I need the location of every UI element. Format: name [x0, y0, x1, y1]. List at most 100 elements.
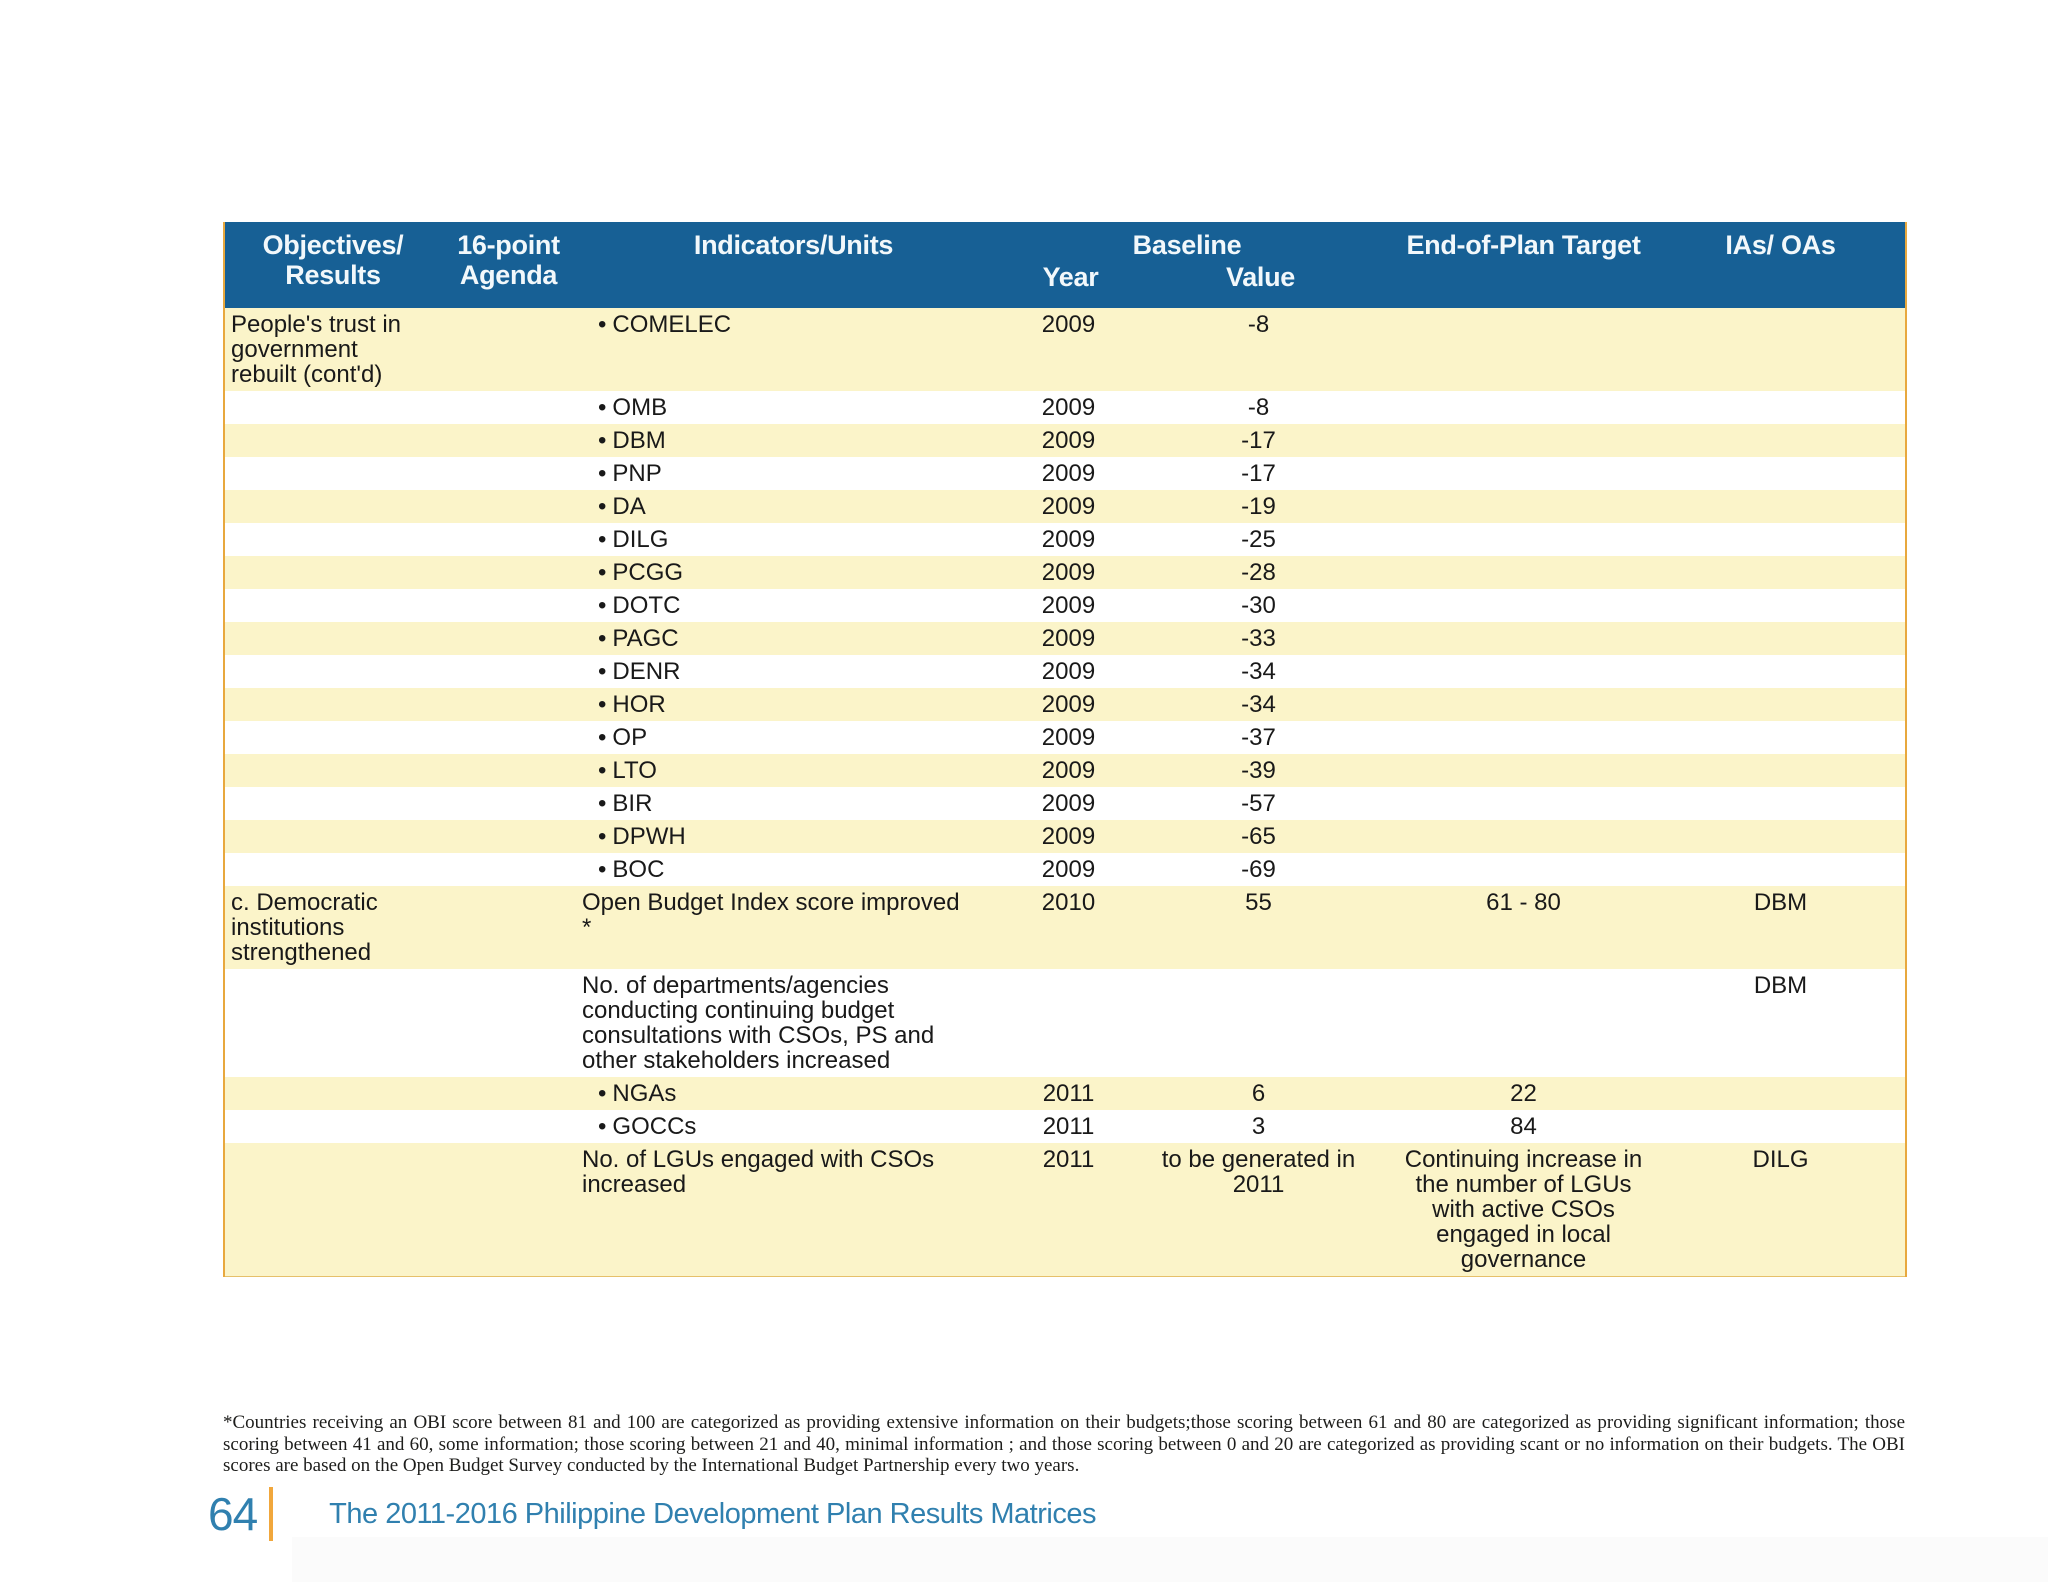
value-cell: -8	[1126, 391, 1391, 424]
objective-cell	[224, 787, 441, 820]
agenda-cell	[441, 787, 576, 820]
target-cell: 84	[1391, 1110, 1656, 1143]
objective-cell	[224, 490, 441, 523]
table-row: • DPWH 2009 -65	[224, 820, 1906, 853]
target-cell	[1391, 523, 1656, 556]
value-cell: -57	[1126, 787, 1391, 820]
indicator-cell: • PNP	[576, 457, 1011, 490]
bullet-icon: •	[598, 790, 607, 817]
target-cell: 61 - 80	[1391, 886, 1656, 969]
objective-cell	[224, 523, 441, 556]
bullet-icon: •	[598, 427, 607, 454]
ias-cell	[1656, 688, 1906, 721]
target-cell	[1391, 622, 1656, 655]
target-cell	[1391, 308, 1656, 391]
agenda-cell	[441, 1110, 576, 1143]
table-row: • NGAs 2011 6 22	[224, 1077, 1906, 1110]
bullet-icon: •	[598, 559, 607, 586]
year-cell: 2011	[1011, 1077, 1126, 1110]
target-cell	[1391, 754, 1656, 787]
agenda-cell	[441, 556, 576, 589]
header-end-of-plan-target: End-of-Plan Target	[1391, 222, 1656, 308]
target-cell	[1391, 589, 1656, 622]
value-cell: -25	[1126, 523, 1391, 556]
agenda-cell	[441, 754, 576, 787]
agenda-cell	[441, 969, 576, 1077]
target-cell: Continuing increase in the number of LGU…	[1391, 1143, 1656, 1277]
ias-cell: DBM	[1656, 886, 1906, 969]
target-cell	[1391, 820, 1656, 853]
table-row: • BIR 2009 -57	[224, 787, 1906, 820]
objective-cell: c. Democratic institutions strengthened	[224, 886, 441, 969]
year-cell: 2009	[1011, 308, 1126, 391]
indicator-cell: • HOR	[576, 688, 1011, 721]
value-cell: to be generated in 2011	[1126, 1143, 1391, 1277]
table-row: • PCGG 2009 -28	[224, 556, 1906, 589]
ias-cell	[1656, 490, 1906, 523]
objective-cell	[224, 969, 441, 1077]
year-cell	[1011, 969, 1126, 1077]
year-cell: 2009	[1011, 787, 1126, 820]
ias-cell	[1656, 1110, 1906, 1143]
ias-cell	[1656, 424, 1906, 457]
year-cell: 2009	[1011, 391, 1126, 424]
indicator-cell: Open Budget Index score improved *	[576, 886, 1011, 969]
indicator-cell: • DENR	[576, 655, 1011, 688]
value-cell: -39	[1126, 754, 1391, 787]
bullet-icon: •	[598, 1113, 607, 1140]
agenda-cell	[441, 523, 576, 556]
table-row: • BOC 2009 -69	[224, 853, 1906, 886]
agenda-cell	[441, 391, 576, 424]
ias-cell	[1656, 655, 1906, 688]
objective-cell	[224, 424, 441, 457]
year-cell: 2009	[1011, 589, 1126, 622]
ias-cell	[1656, 754, 1906, 787]
bullet-icon: •	[598, 658, 607, 685]
target-cell	[1391, 721, 1656, 754]
objective-cell	[224, 721, 441, 754]
bullet-icon: •	[598, 311, 607, 338]
indicator-cell: • OMB	[576, 391, 1011, 424]
year-cell: 2009	[1011, 853, 1126, 886]
year-cell: 2009	[1011, 655, 1126, 688]
indicator-cell: • DBM	[576, 424, 1011, 457]
objective-cell	[224, 622, 441, 655]
ias-cell	[1656, 853, 1906, 886]
agenda-cell	[441, 853, 576, 886]
year-cell: 2009	[1011, 622, 1126, 655]
header-objectives-results: Objectives/ Results	[224, 222, 441, 308]
indicator-cell: • COMELEC	[576, 308, 1011, 391]
indicator-cell: • PCGG	[576, 556, 1011, 589]
objective-cell	[224, 754, 441, 787]
bullet-icon: •	[598, 625, 607, 652]
page-number: 64	[208, 1488, 258, 1540]
target-cell: 22	[1391, 1077, 1656, 1110]
target-cell	[1391, 457, 1656, 490]
target-cell	[1391, 490, 1656, 523]
table-row: • LTO 2009 -39	[224, 754, 1906, 787]
objective-cell	[224, 391, 441, 424]
indicator-cell: • DA	[576, 490, 1011, 523]
year-cell: 2009	[1011, 424, 1126, 457]
value-cell: -17	[1126, 424, 1391, 457]
ias-cell	[1656, 589, 1906, 622]
table-row: • HOR 2009 -34	[224, 688, 1906, 721]
indicator-cell: • DOTC	[576, 589, 1011, 622]
footer-title: The 2011-2016 Philippine Development Pla…	[329, 1497, 1096, 1530]
bullet-icon: •	[598, 526, 607, 553]
bullet-icon: •	[598, 493, 607, 520]
year-cell: 2009	[1011, 556, 1126, 589]
value-cell: -17	[1126, 457, 1391, 490]
header-baseline: Baseline	[1132, 230, 1242, 260]
year-cell: 2009	[1011, 490, 1126, 523]
bullet-icon: •	[598, 460, 607, 487]
agenda-cell	[441, 589, 576, 622]
value-cell: -37	[1126, 721, 1391, 754]
ias-cell: DBM	[1656, 969, 1906, 1077]
table-row: • DBM 2009 -17	[224, 424, 1906, 457]
year-cell: 2011	[1011, 1143, 1126, 1277]
table-row: • DA 2009 -19	[224, 490, 1906, 523]
year-cell: 2009	[1011, 721, 1126, 754]
indicator-cell: • DILG	[576, 523, 1011, 556]
ias-cell	[1656, 820, 1906, 853]
